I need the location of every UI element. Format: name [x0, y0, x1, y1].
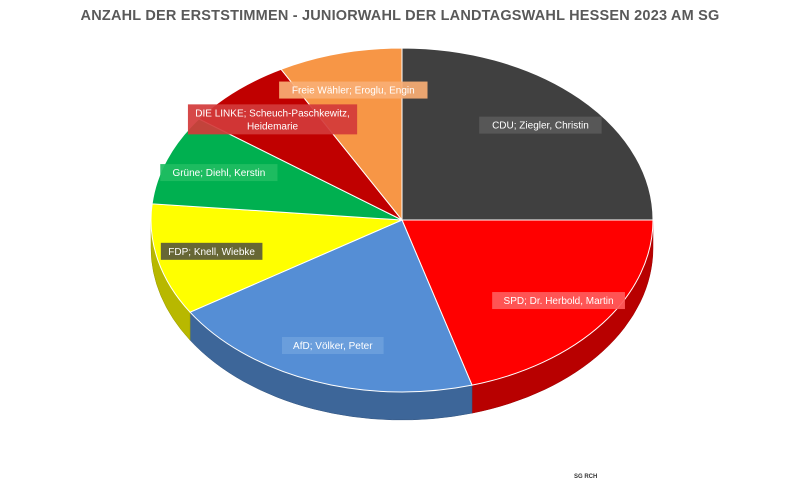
pie-slice-fdp-knell-wiebke: [150, 203, 403, 313]
pie-slices: [150, 47, 654, 393]
data-label-text: SPD; Dr. Herbold, Martin: [504, 296, 614, 307]
chart-title: ANZAHL DER ERSTSTIMMEN - JUNIORWAHL DER …: [80, 8, 720, 24]
data-label-spd-dr-herbold-martin: SPD; Dr. Herbold, Martin: [492, 292, 625, 310]
data-label-text: AfD; Völker, Peter: [293, 341, 373, 352]
pie-data-labels: CDU; Ziegler, Christin SPD; Dr. Herbold, …: [160, 81, 625, 354]
data-label-text: Heidemarie: [247, 121, 299, 132]
data-label-box: [479, 116, 602, 134]
data-label-box: [160, 164, 278, 182]
data-label-box: [281, 336, 384, 354]
data-label-afd-v-lker-peter: AfD; Völker, Peter: [281, 336, 384, 354]
pie-slice-cdu-ziegler-christin: [401, 47, 654, 221]
data-label-box: [160, 242, 263, 260]
data-label-box: [279, 81, 428, 99]
data-label-text: FDP; Knell, Wiebke: [168, 247, 255, 258]
data-label-text: DIE LINKE; Scheuch-Paschkewitz,: [195, 108, 350, 119]
data-label-text: Freie Wähler; Eroglu, Engin: [292, 86, 415, 97]
footer-credit: SG RCH: [574, 474, 598, 480]
data-label-fdp-knell-wiebke: FDP; Knell, Wiebke: [160, 242, 263, 260]
data-label-text: Grüne; Diehl, Kerstin: [172, 168, 265, 179]
data-label-box: [187, 104, 358, 135]
data-label-gr-ne-diehl-kerstin: Grüne; Diehl, Kerstin: [160, 164, 278, 182]
data-label-box: [492, 292, 625, 310]
pie-slice-afd-v-lker-peter: [189, 219, 473, 393]
data-label-text: CDU; Ziegler, Christin: [492, 121, 589, 132]
data-label-die-linke-scheuch-paschkewitz-heidemarie: DIE LINKE; Scheuch-Paschkewitz, Heidemari…: [187, 104, 358, 135]
data-label-freie-w-hler-eroglu-engin: Freie Wähler; Eroglu, Engin: [279, 81, 428, 99]
data-label-cdu-ziegler-christin: CDU; Ziegler, Christin: [479, 116, 602, 134]
